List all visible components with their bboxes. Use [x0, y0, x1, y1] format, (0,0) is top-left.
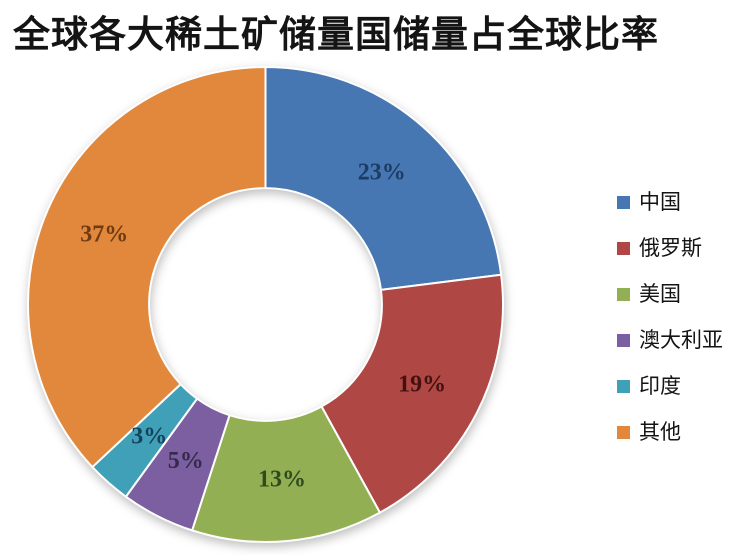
legend-item-china: 中国	[617, 179, 723, 225]
pie-slice-russia	[320, 273, 504, 514]
slice-label-australia: 5%	[168, 448, 204, 474]
pie-slice-others	[27, 66, 267, 469]
legend-marker-india	[617, 379, 630, 393]
slice-label-russia: 19%	[398, 371, 446, 397]
legend-marker-australia	[617, 333, 630, 347]
legend-item-india: 印度	[617, 363, 723, 409]
slice-label-china: 23%	[358, 160, 406, 186]
legend-label-others: 其他	[639, 420, 681, 444]
legend-label-china: 中国	[639, 190, 681, 214]
legend-item-usa: 美国	[617, 271, 723, 317]
legend-label-australia: 澳大利亚	[639, 328, 723, 352]
legend-label-india: 印度	[639, 374, 681, 398]
legend-item-russia: 俄罗斯	[617, 225, 723, 271]
pie-slice-china	[264, 66, 503, 291]
legend-marker-others	[617, 425, 630, 439]
legend-marker-china	[617, 195, 630, 209]
legend-label-usa: 美国	[639, 282, 681, 306]
slice-label-india: 3%	[131, 423, 167, 449]
chart-title: 全球各大稀土矿储量国储量占全球比率	[13, 14, 659, 55]
legend: 中国 俄罗斯 美国 澳大利亚 印度 其他	[617, 179, 723, 455]
legend-item-others: 其他	[617, 409, 723, 455]
slice-label-others: 37%	[80, 222, 128, 248]
slice-labels: 23% 19% 13% 5%3% 37%	[80, 160, 446, 493]
legend-marker-russia	[617, 241, 630, 255]
slice-label-usa: 13%	[258, 467, 306, 493]
pie-slice-usa	[191, 405, 381, 543]
legend-marker-usa	[617, 287, 630, 301]
legend-label-russia: 俄罗斯	[639, 236, 702, 260]
donut-slices	[27, 66, 504, 543]
legend-item-australia: 澳大利亚	[617, 317, 723, 363]
